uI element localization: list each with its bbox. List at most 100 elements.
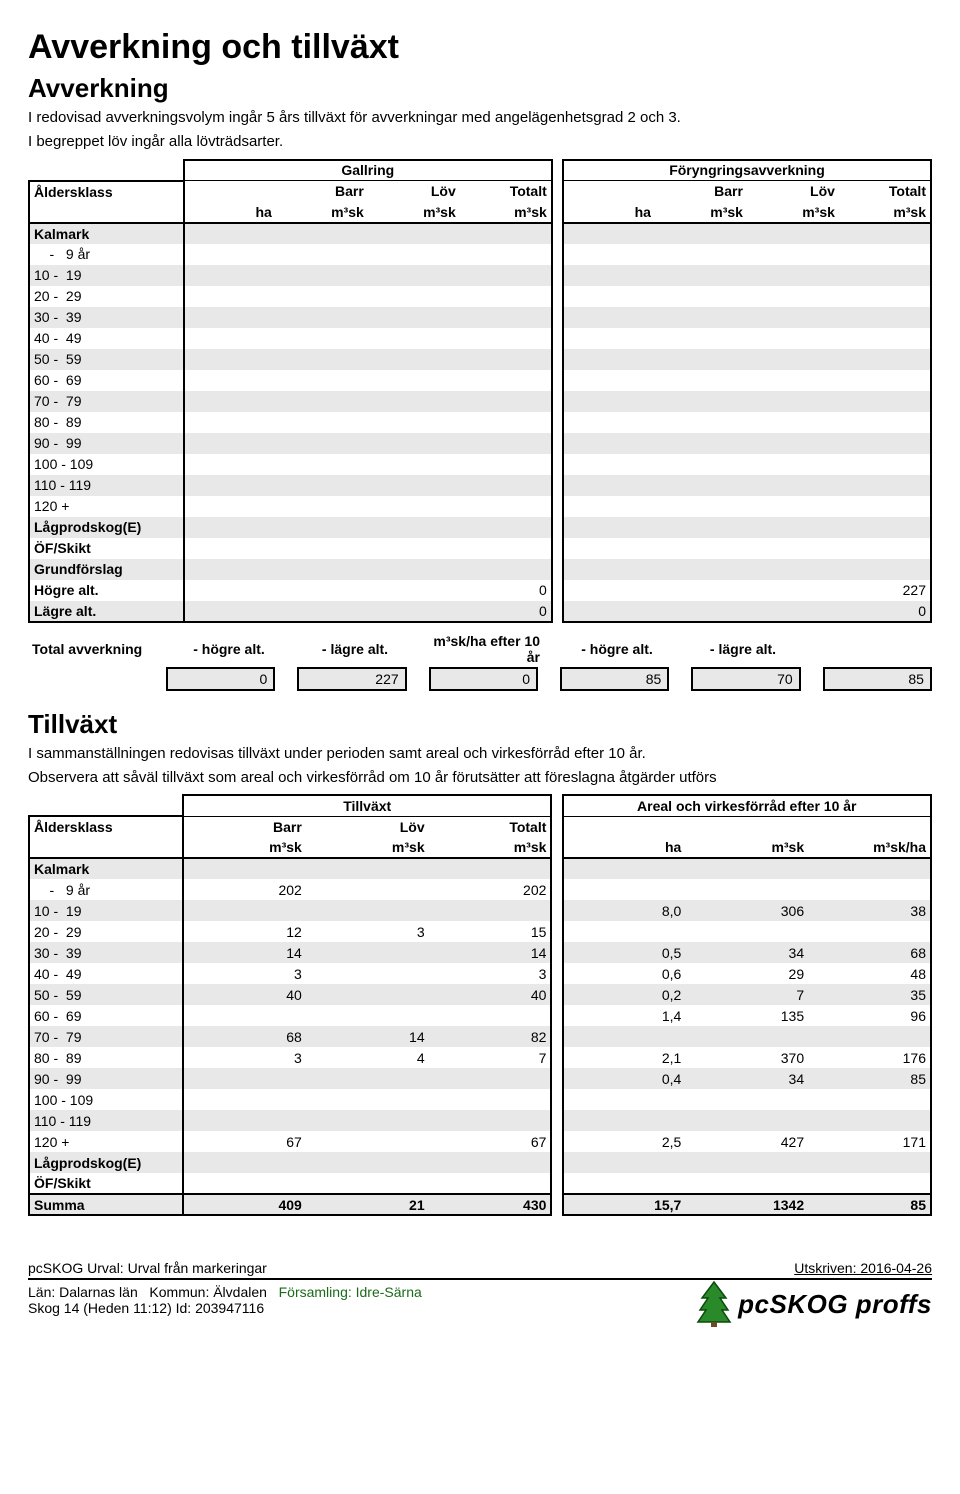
table-cell: 135 — [685, 1005, 808, 1026]
col-m3sk-4: m³sk — [655, 202, 747, 223]
summary-hogre-1: - högre alt. — [166, 627, 292, 667]
summa-m3: 1342 — [685, 1194, 808, 1215]
table-cell — [276, 496, 368, 517]
table-cell — [306, 984, 429, 1005]
table-cell: 4 — [306, 1047, 429, 1068]
table-cell: 35 — [808, 984, 931, 1005]
table-cell — [306, 879, 429, 900]
table-cell — [184, 412, 276, 433]
table-cell — [563, 921, 686, 942]
summa-label: Summa — [29, 1194, 183, 1215]
table-cell — [747, 328, 839, 349]
table-cell: 14 — [183, 942, 306, 963]
table-cell — [685, 1110, 808, 1131]
table-row-label: Kalmark — [29, 858, 183, 879]
table-cell — [306, 1068, 429, 1089]
col-lov-2: Löv — [747, 181, 839, 202]
table-cell: 0,6 — [563, 963, 686, 984]
tillvaxt-table: Tillväxt Areal och virkesförråd efter 10… — [28, 794, 932, 1216]
table-cell — [183, 900, 306, 921]
section-tillvaxt-title: Tillväxt — [28, 709, 932, 740]
table-cell — [563, 244, 655, 265]
col-ha-2: ha — [563, 202, 655, 223]
table-cell — [276, 601, 368, 622]
table-cell — [429, 1068, 552, 1089]
table-cell — [655, 517, 747, 538]
table-cell — [839, 286, 931, 307]
col-m3sk-1: m³sk — [276, 202, 368, 223]
table-row-label: - 9 år — [29, 879, 183, 900]
col-aldersklass-2: Åldersklass — [29, 816, 183, 837]
table-cell — [808, 1089, 931, 1110]
table-cell — [655, 391, 747, 412]
table-row-label: 50 - 59 — [29, 984, 183, 1005]
table-cell — [563, 1152, 686, 1173]
table-cell — [460, 412, 552, 433]
footer-kommun: Kommun: Älvdalen — [149, 1284, 267, 1300]
table-cell — [685, 1173, 808, 1194]
footer-forsamling: Församling: Idre-Särna — [279, 1284, 422, 1300]
avverkning-summary-values: 0 227 0 85 70 85 — [28, 667, 932, 691]
summa-barr: 409 — [183, 1194, 306, 1215]
table-cell — [276, 433, 368, 454]
table-cell — [563, 538, 655, 559]
table-cell: 227 — [839, 580, 931, 601]
table-cell — [184, 370, 276, 391]
table-row-label: 80 - 89 — [29, 1047, 183, 1068]
table-cell — [184, 517, 276, 538]
group-gallring: Gallring — [184, 160, 552, 181]
table-cell — [839, 370, 931, 391]
table-cell — [563, 580, 655, 601]
table-cell: 40 — [183, 984, 306, 1005]
table-cell — [306, 858, 429, 879]
table-cell — [306, 942, 429, 963]
table-cell — [839, 538, 931, 559]
group-foryngring: Föryngringsavverkning — [563, 160, 931, 181]
table-cell — [276, 517, 368, 538]
col-m3sk-7: m³sk — [183, 837, 306, 858]
table-cell — [747, 538, 839, 559]
table-cell — [460, 538, 552, 559]
table-cell — [306, 1131, 429, 1152]
table-cell — [808, 858, 931, 879]
footer-left: pcSKOG Urval: Urval från markeringar — [28, 1260, 267, 1276]
table-cell — [685, 921, 808, 942]
col-m3sk-8: m³sk — [306, 837, 429, 858]
table-cell — [460, 223, 552, 244]
table-cell — [747, 454, 839, 475]
table-cell: 34 — [685, 942, 808, 963]
table-cell: 34 — [685, 1068, 808, 1089]
summary-box-4: 85 — [560, 667, 669, 691]
footer-right: Utskriven: 2016-04-26 — [794, 1260, 932, 1276]
group-tillvaxt: Tillväxt — [183, 795, 551, 816]
table-cell — [460, 559, 552, 580]
table-row-label: Högre alt. — [29, 580, 184, 601]
table-cell: 8,0 — [563, 900, 686, 921]
table-cell — [460, 370, 552, 391]
table-row-label: 80 - 89 — [29, 412, 184, 433]
table-cell: 85 — [808, 1068, 931, 1089]
table-cell — [747, 307, 839, 328]
col-ha-3: ha — [563, 837, 686, 858]
table-cell — [685, 1026, 808, 1047]
col-totalt-2: Totalt — [839, 181, 931, 202]
table-cell — [563, 223, 655, 244]
table-cell: 7 — [685, 984, 808, 1005]
table-row-label: 30 - 39 — [29, 307, 184, 328]
table-cell — [368, 475, 460, 496]
table-cell — [563, 1026, 686, 1047]
col-m3skha: m³sk/ha — [808, 837, 931, 858]
table-cell — [368, 244, 460, 265]
table-cell: 3 — [429, 963, 552, 984]
table-cell — [563, 454, 655, 475]
table-cell: 3 — [183, 1047, 306, 1068]
table-cell — [368, 370, 460, 391]
table-cell — [184, 328, 276, 349]
table-row-label: 70 - 79 — [29, 1026, 183, 1047]
table-cell — [306, 1089, 429, 1110]
table-cell — [276, 391, 368, 412]
table-row-label: 120 + — [29, 496, 184, 517]
table-cell — [655, 244, 747, 265]
summa-m3ha: 85 — [808, 1194, 931, 1215]
summary-m3skha: m³sk/ha efter 10 år — [418, 627, 544, 667]
